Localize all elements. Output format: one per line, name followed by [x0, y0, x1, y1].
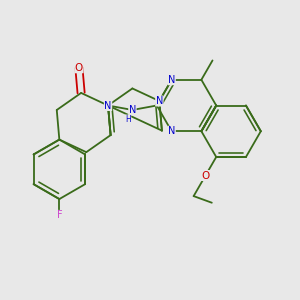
Text: N: N	[168, 75, 175, 85]
Text: F: F	[56, 210, 62, 220]
Text: H: H	[125, 115, 131, 124]
Text: N: N	[104, 100, 112, 110]
Text: N: N	[129, 105, 136, 115]
Text: N: N	[156, 96, 163, 106]
Text: O: O	[75, 63, 83, 73]
Text: O: O	[201, 170, 210, 181]
Text: N: N	[168, 126, 175, 136]
